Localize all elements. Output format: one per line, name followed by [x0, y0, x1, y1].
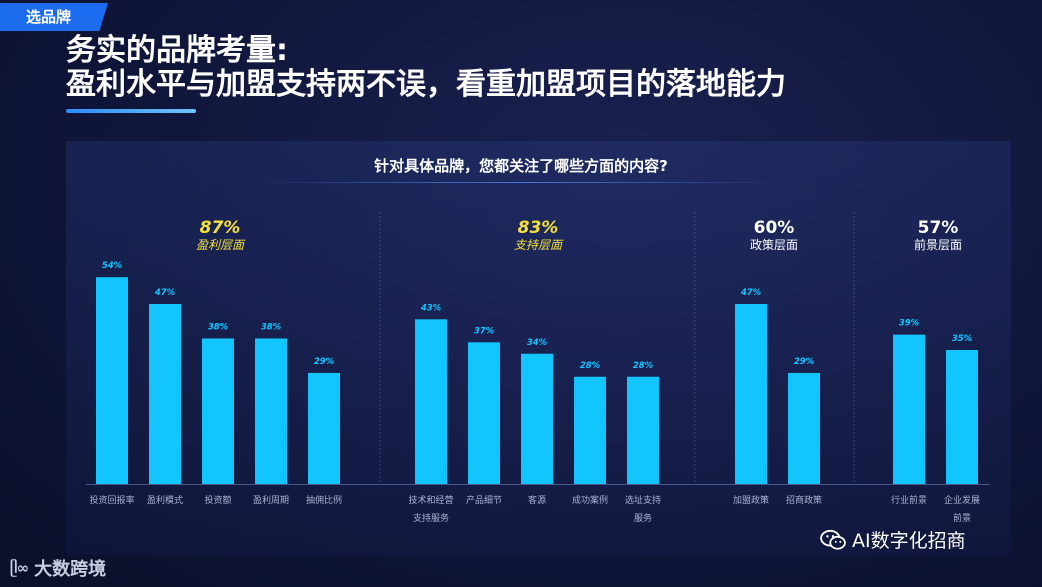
group-name-label: 政策层面 [750, 238, 798, 252]
bar [788, 372, 820, 484]
group-total-label: 87% [200, 218, 241, 238]
bar-value-label: 47% [740, 288, 762, 298]
bar-value-label: 47% [154, 288, 176, 298]
category-label: 支持服务 [413, 512, 449, 524]
bar-value-label: 29% [794, 357, 815, 367]
bar-value-label: 38% [208, 322, 229, 332]
bar [96, 277, 128, 484]
category-label: 投资额 [204, 494, 231, 506]
category-label: 服务 [634, 512, 652, 524]
bar-value-label: 35% [952, 334, 973, 344]
category-label: 选址支持 [625, 494, 661, 506]
question-divider [256, 182, 786, 183]
bar [627, 376, 659, 484]
group-total-label: 60% [754, 218, 795, 238]
title-line-2: 盈利水平与加盟支持两不误，看重加盟项目的落地能力 [66, 67, 786, 102]
group-name-label: 盈利层面 [196, 238, 246, 252]
bar [574, 376, 606, 484]
chart-question: 针对具体品牌，您都关注了哪些方面的内容? [374, 157, 668, 175]
category-label: 抽佣比例 [306, 494, 342, 506]
bar [946, 349, 978, 484]
category-label: 前景 [953, 512, 971, 524]
bar-value-label: 38% [261, 322, 282, 332]
page-title: 务实的品牌考量: 盈利水平与加盟支持两不误，看重加盟项目的落地能力 [66, 34, 786, 102]
category-label: 盈利周期 [253, 494, 289, 506]
category-label: 行业前景 [891, 494, 927, 506]
wechat-icon [820, 529, 846, 550]
bar [308, 372, 340, 484]
bar-value-label: 37% [474, 326, 495, 336]
title-line-1: 务实的品牌考量: [66, 33, 288, 68]
category-label: 投资回报率 [89, 494, 134, 506]
bar-value-label: 34% [527, 338, 548, 348]
group-name-label: 前景层面 [914, 237, 962, 252]
category-label: 加盟政策 [733, 494, 769, 506]
bar [468, 342, 500, 484]
bar-value-label: 28% [580, 361, 601, 371]
footer-logo: ᥫ∞ 大数跨境 [10, 555, 106, 581]
category-label: 盈利模式 [147, 494, 183, 506]
bar-value-label: 43% [420, 303, 442, 313]
group-total-label: 57% [918, 218, 959, 238]
bar-value-label: 54% [102, 261, 123, 271]
wechat-account: AI数字化招商 [820, 526, 966, 553]
category-label: 招商政策 [786, 494, 822, 506]
category-label: 产品细节 [466, 494, 502, 506]
category-label: 技术和经营 [408, 494, 453, 506]
bar [893, 334, 925, 484]
bar [735, 303, 767, 484]
bar [415, 319, 447, 484]
category-label: 企业发展 [944, 494, 980, 506]
group-total-label: 83% [518, 218, 559, 238]
category-label: 成功案例 [572, 494, 608, 506]
brand-mark-icon: ᥫ∞ [10, 559, 29, 577]
bar [149, 303, 181, 484]
wechat-account-name: AI数字化招商 [852, 530, 966, 552]
bar [202, 338, 234, 484]
group-name-label: 支持层面 [514, 238, 564, 252]
bar-value-label: 39% [899, 319, 920, 329]
bar [521, 353, 553, 484]
bar [255, 338, 287, 484]
footer-brand-name: 大数跨境 [34, 559, 107, 580]
category-label: 客源 [528, 494, 546, 506]
section-tag: 选品牌 [0, 3, 108, 31]
bar-value-label: 28% [633, 361, 654, 371]
title-underline [66, 109, 196, 113]
bar-value-label: 29% [314, 357, 335, 367]
